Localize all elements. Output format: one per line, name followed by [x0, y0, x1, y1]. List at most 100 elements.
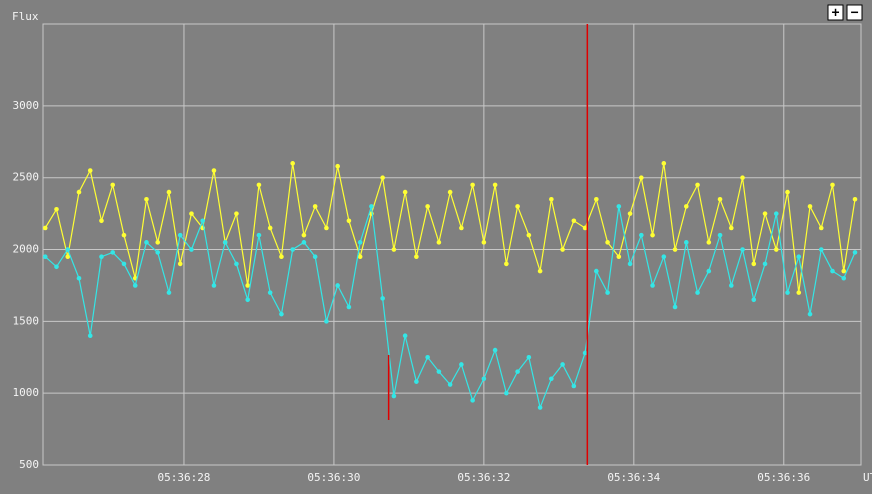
data-point [166, 290, 172, 295]
data-point [189, 211, 194, 216]
data-point [189, 247, 194, 252]
data-point [132, 283, 138, 288]
data-point [155, 250, 161, 255]
data-point [369, 204, 374, 209]
data-point [245, 283, 250, 288]
data-point [830, 268, 835, 274]
data-point [414, 379, 419, 384]
x-tick-label: 05:36:30 [307, 471, 360, 484]
data-point [290, 247, 295, 252]
data-point [470, 398, 475, 403]
data-point [357, 254, 363, 260]
data-point [582, 350, 588, 356]
data-point [335, 283, 340, 288]
x-tick-label: 05:36:32 [457, 471, 510, 484]
data-point [594, 196, 599, 202]
data-point [515, 204, 520, 209]
button-frame [827, 4, 844, 21]
data-point [144, 240, 149, 245]
data-point [650, 232, 655, 238]
data-point [537, 268, 543, 274]
data-point [87, 168, 93, 173]
data-point [436, 369, 442, 374]
data-point [785, 290, 790, 295]
data-point [515, 369, 520, 374]
data-point [425, 204, 430, 209]
data-point [504, 390, 509, 396]
data-point [627, 261, 633, 267]
data-point [436, 240, 442, 245]
data-point [312, 254, 318, 260]
data-point [121, 261, 127, 267]
data-point [796, 254, 802, 260]
data-point [279, 311, 284, 317]
data-point [200, 218, 206, 224]
data-point [684, 204, 689, 209]
data-point [177, 261, 183, 267]
data-point [222, 240, 228, 245]
data-point [751, 261, 757, 267]
data-point [571, 383, 577, 389]
data-point [661, 254, 667, 260]
x-axis-label: UT [863, 471, 872, 484]
data-point [504, 261, 509, 267]
data-point [121, 232, 127, 238]
data-point [447, 189, 453, 195]
data-point [807, 311, 813, 317]
data-point [99, 254, 104, 260]
data-point [830, 182, 835, 188]
data-point [841, 268, 847, 274]
data-point [391, 393, 397, 399]
data-point [279, 254, 284, 260]
data-point [627, 211, 633, 216]
data-point [605, 290, 610, 295]
data-point [234, 261, 239, 267]
data-point [380, 296, 385, 301]
y-tick-label: 1500 [13, 314, 40, 327]
data-point [537, 405, 543, 410]
data-point [616, 254, 622, 260]
data-point [76, 189, 82, 195]
data-point [380, 175, 385, 181]
data-point [459, 225, 464, 231]
data-point [706, 240, 712, 245]
zoom-out-button[interactable]: − [846, 4, 863, 21]
data-point [639, 232, 644, 238]
data-point [639, 175, 644, 181]
data-point [818, 225, 824, 231]
data-point [807, 204, 813, 209]
button-frame [846, 4, 863, 21]
data-point [717, 232, 723, 238]
data-point [391, 247, 397, 252]
data-point [818, 247, 824, 252]
zoom-in-button[interactable]: + [827, 4, 844, 21]
data-point [54, 264, 59, 270]
data-point [87, 333, 93, 339]
data-point [616, 204, 622, 209]
data-point [290, 161, 295, 166]
data-point [773, 211, 779, 216]
data-point [852, 250, 858, 255]
data-point [211, 283, 217, 288]
data-point [312, 204, 318, 209]
data-point [65, 254, 71, 260]
data-point [560, 247, 565, 252]
data-point [425, 354, 430, 360]
data-point [301, 232, 307, 238]
data-point [335, 163, 340, 169]
data-point [110, 182, 116, 188]
x-tick-label: 05:36:36 [757, 471, 810, 484]
data-point [785, 189, 790, 195]
x-tick-label: 05:36:34 [607, 471, 660, 484]
data-point [526, 354, 532, 360]
data-point [346, 304, 352, 310]
data-point [706, 268, 712, 274]
data-point [796, 290, 802, 295]
data-point [684, 240, 689, 245]
data-point [492, 347, 498, 353]
data-point [166, 189, 172, 195]
button-label: + [832, 6, 840, 21]
data-point [852, 196, 858, 202]
data-point [256, 232, 262, 238]
data-point [594, 268, 599, 274]
